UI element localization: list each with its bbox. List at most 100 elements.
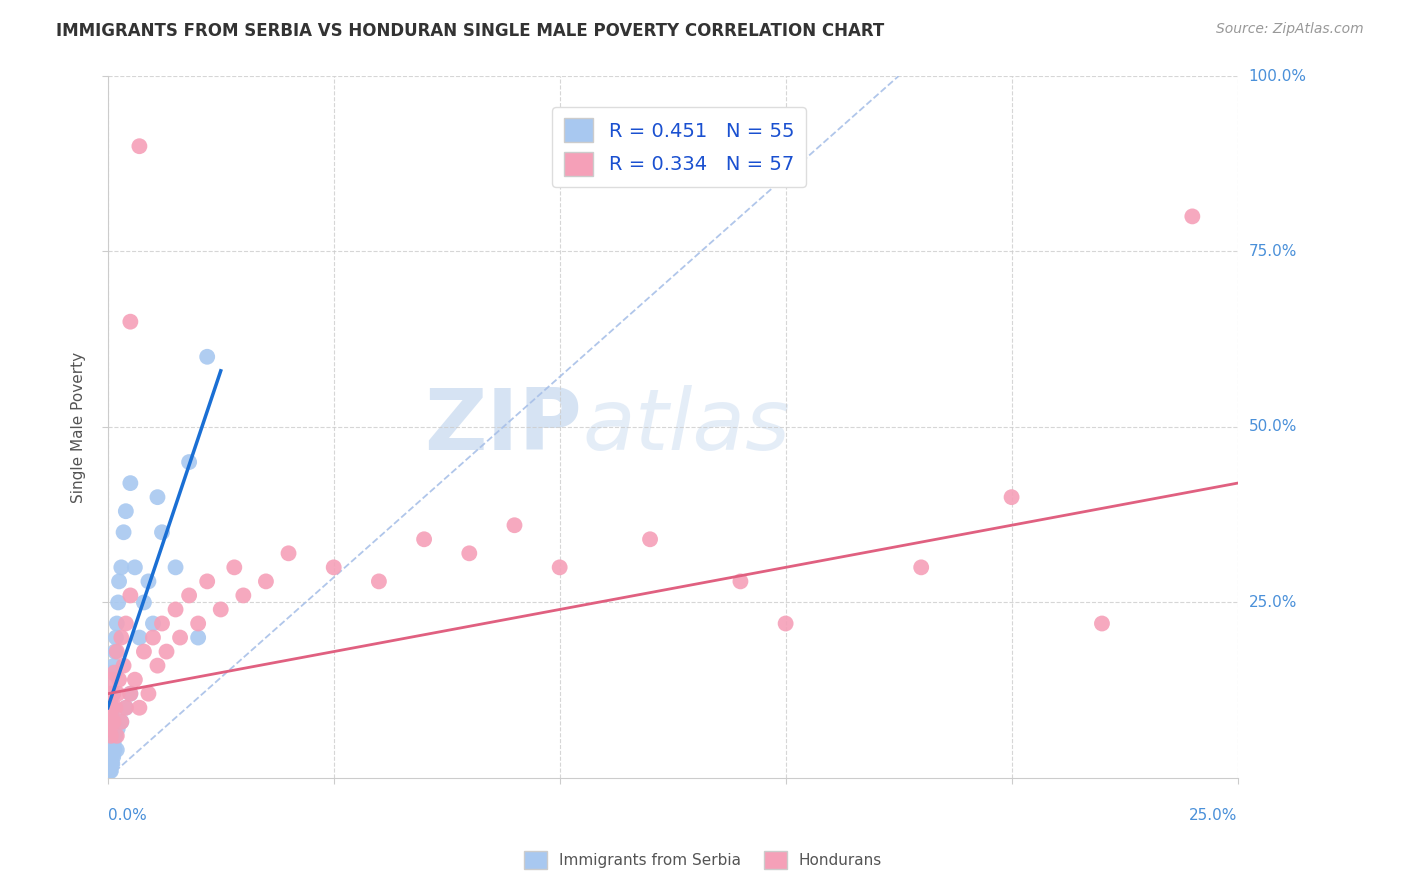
Point [128,700,150,714]
Point [232,589,254,603]
Point [103,736,125,750]
Point [97,764,120,778]
Point [254,574,277,589]
Point [322,560,344,574]
Point [98,700,121,714]
Point [775,616,797,631]
Point [107,687,129,701]
Point [179,589,201,603]
Point [110,560,132,574]
Point [195,574,218,589]
Point [150,525,173,540]
Point [165,560,187,574]
Point [98,756,121,771]
Point [146,658,169,673]
Point [277,546,299,560]
Point [105,743,128,757]
Point [103,750,125,764]
Point [1000,490,1022,504]
Point [100,756,122,771]
Point [110,714,132,729]
Point [458,546,481,560]
Point [100,673,122,687]
Point [100,729,122,743]
Point [100,729,122,743]
Point [101,707,124,722]
Point [150,616,173,631]
Text: 25.0%: 25.0% [1189,808,1237,823]
Point [100,714,122,729]
Point [101,700,124,714]
Point [124,560,146,574]
Point [187,631,209,645]
Point [101,714,124,729]
Legend: Immigrants from Serbia, Hondurans: Immigrants from Serbia, Hondurans [517,845,889,875]
Point [503,518,526,533]
Point [120,315,142,329]
Point [100,707,122,722]
Point [124,673,146,687]
Point [101,750,124,764]
Point [638,533,661,547]
Point [103,714,125,729]
Text: atlas: atlas [582,385,790,468]
Point [730,574,752,589]
Point [146,490,169,504]
Point [112,525,135,540]
Point [1181,210,1204,224]
Point [105,729,128,743]
Point [110,631,132,645]
Point [169,631,191,645]
Point [195,350,218,364]
Point [98,743,121,757]
Point [209,602,232,616]
Point [224,560,246,574]
Point [367,574,389,589]
Point [120,476,142,491]
Point [128,631,150,645]
Point [104,644,127,658]
Point [104,700,127,714]
Point [108,673,131,687]
Point [138,687,160,701]
Point [115,700,138,714]
Point [1091,616,1114,631]
Point [100,764,122,778]
Text: Source: ZipAtlas.com: Source: ZipAtlas.com [1216,22,1364,37]
Point [132,644,155,658]
Point [101,700,124,714]
Point [101,665,124,680]
Point [115,700,138,714]
Point [187,616,209,631]
Point [103,687,125,701]
Text: ZIP: ZIP [425,385,582,468]
Point [110,714,132,729]
Point [103,687,125,701]
Point [98,736,121,750]
Legend: R = 0.451   N = 55, R = 0.334   N = 57: R = 0.451 N = 55, R = 0.334 N = 57 [553,107,806,187]
Point [98,764,121,778]
Point [910,560,932,574]
Point [548,560,571,574]
Point [105,644,128,658]
Point [107,595,129,609]
Point [120,687,142,701]
Point [97,750,120,764]
Point [101,743,124,757]
Point [103,743,125,757]
Point [120,687,142,701]
Point [100,750,122,764]
Point [107,722,129,736]
Point [120,589,142,603]
Text: 100.0%: 100.0% [1249,69,1306,84]
Text: IMMIGRANTS FROM SERBIA VS HONDURAN SINGLE MALE POVERTY CORRELATION CHART: IMMIGRANTS FROM SERBIA VS HONDURAN SINGL… [56,22,884,40]
Point [98,687,121,701]
Y-axis label: Single Male Poverty: Single Male Poverty [72,351,86,502]
Point [138,574,160,589]
Point [98,722,121,736]
Point [142,616,165,631]
Point [104,729,127,743]
Point [100,722,122,736]
Point [98,764,121,778]
Point [98,756,121,771]
